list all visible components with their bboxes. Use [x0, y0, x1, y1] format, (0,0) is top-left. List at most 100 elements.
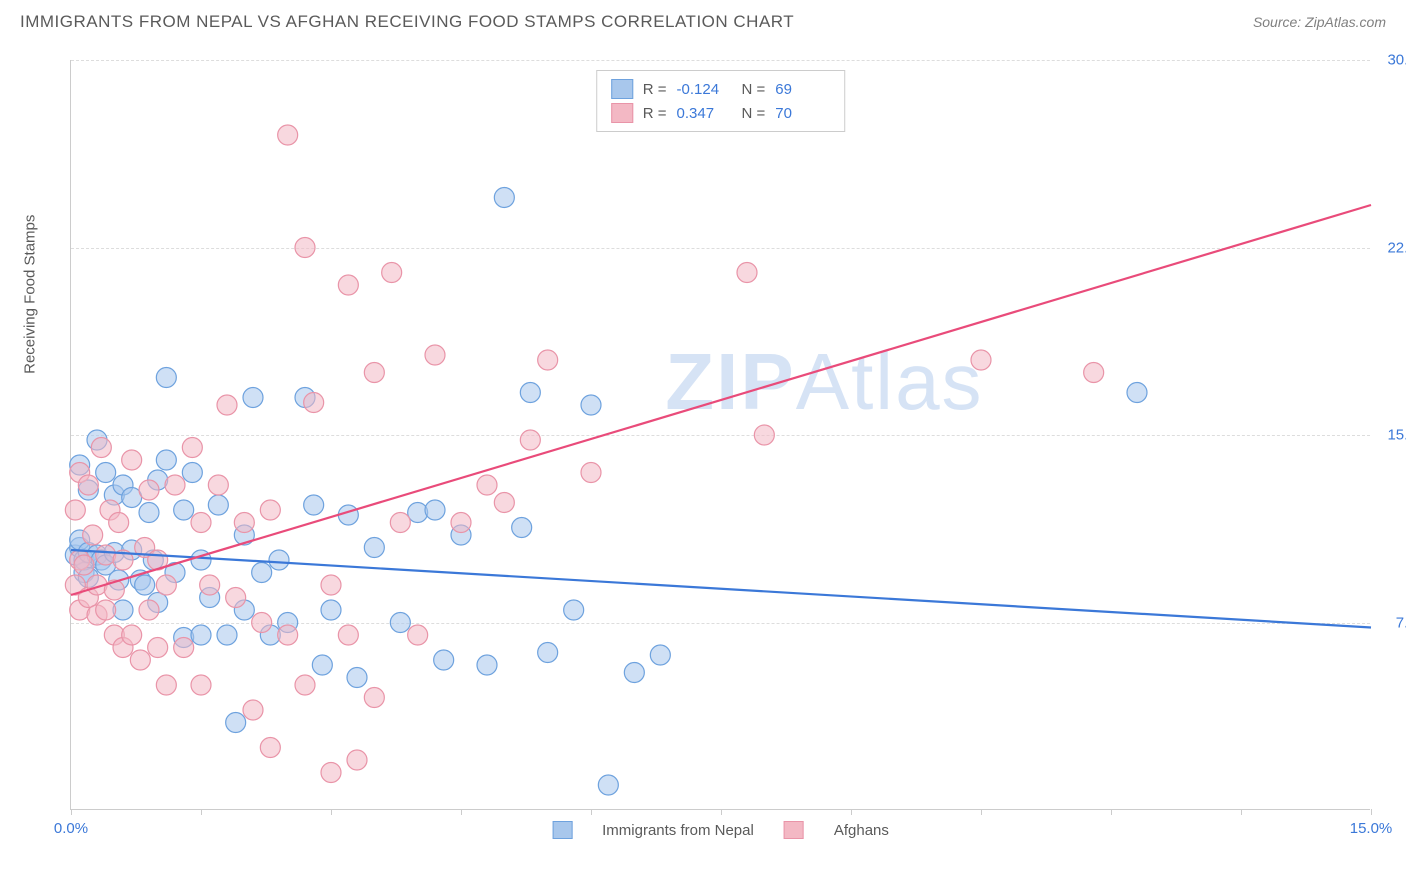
data-point [96, 600, 116, 620]
legend-row: R = 0.347 N = 70 [611, 101, 831, 125]
data-point [321, 575, 341, 595]
data-point [156, 450, 176, 470]
data-point [312, 655, 332, 675]
data-point [156, 575, 176, 595]
data-point [304, 393, 324, 413]
data-point [200, 575, 220, 595]
data-point [208, 475, 228, 495]
regression-line [71, 205, 1371, 595]
data-point [109, 513, 129, 533]
data-point [252, 563, 272, 583]
x-tick-label: 0.0% [54, 820, 88, 837]
x-tick [1371, 809, 1372, 815]
data-point [278, 625, 298, 645]
data-point [538, 643, 558, 663]
data-point [269, 550, 289, 570]
data-point [321, 600, 341, 620]
y-axis-label: Receiving Food Stamps [22, 215, 39, 374]
data-point [564, 600, 584, 620]
data-point [156, 675, 176, 695]
data-point [130, 650, 150, 670]
data-point [477, 655, 497, 675]
data-point [408, 503, 428, 523]
correlation-legend: R = -0.124 N = 69 R = 0.347 N = 70 [596, 70, 846, 132]
data-point [234, 513, 254, 533]
data-point [520, 383, 540, 403]
x-tick [981, 809, 982, 815]
data-point [477, 475, 497, 495]
data-point [494, 493, 514, 513]
data-point [338, 275, 358, 295]
data-point [364, 538, 384, 558]
data-point [260, 738, 280, 758]
data-point [65, 500, 85, 520]
header: IMMIGRANTS FROM NEPAL VS AFGHAN RECEIVIN… [0, 0, 1406, 40]
legend-label: Immigrants from Nepal [602, 822, 754, 839]
data-point [278, 125, 298, 145]
legend-row: R = -0.124 N = 69 [611, 77, 831, 101]
data-point [191, 675, 211, 695]
data-point [382, 263, 402, 283]
data-point [148, 638, 168, 658]
data-point [1084, 363, 1104, 383]
data-point [165, 475, 185, 495]
data-point [425, 345, 445, 365]
data-point [182, 438, 202, 458]
legend-label: Afghans [834, 822, 889, 839]
data-point [434, 650, 454, 670]
data-point [122, 625, 142, 645]
data-point [451, 513, 471, 533]
data-point [139, 600, 159, 620]
x-tick [1111, 809, 1112, 815]
x-tick [461, 809, 462, 815]
data-point [347, 668, 367, 688]
series-legend: Immigrants from Nepal Afghans [552, 821, 889, 839]
data-point [971, 350, 991, 370]
data-point [191, 513, 211, 533]
data-point [737, 263, 757, 283]
data-point [139, 503, 159, 523]
data-point [78, 475, 98, 495]
swatch-icon [611, 103, 633, 123]
y-tick-label: 7.5% [1396, 614, 1406, 631]
data-point [364, 363, 384, 383]
data-point [650, 645, 670, 665]
plot-area: ZIPAtlas R = -0.124 N = 69 R = 0.347 N =… [70, 60, 1370, 810]
data-point [243, 388, 263, 408]
data-point [390, 513, 410, 533]
data-point [96, 463, 116, 483]
data-point [364, 688, 384, 708]
data-point [754, 425, 774, 445]
data-point [581, 463, 601, 483]
chart-container: Receiving Food Stamps ZIPAtlas R = -0.12… [50, 50, 1390, 840]
data-point [520, 430, 540, 450]
source-attribution: Source: ZipAtlas.com [1253, 14, 1386, 30]
data-point [191, 625, 211, 645]
data-point [538, 350, 558, 370]
data-point [581, 395, 601, 415]
data-point [135, 575, 155, 595]
x-tick-label: 15.0% [1350, 820, 1393, 837]
data-point [243, 700, 263, 720]
data-point [252, 613, 272, 633]
data-point [408, 625, 428, 645]
data-point [321, 763, 341, 783]
chart-title: IMMIGRANTS FROM NEPAL VS AFGHAN RECEIVIN… [20, 12, 794, 32]
data-point [304, 495, 324, 515]
data-point [512, 518, 532, 538]
scatter-plot-svg [71, 60, 1370, 809]
x-tick [591, 809, 592, 815]
data-point [74, 555, 94, 575]
data-point [217, 625, 237, 645]
y-tick-label: 30.0% [1387, 52, 1406, 69]
y-tick-label: 22.5% [1387, 239, 1406, 256]
data-point [295, 238, 315, 258]
data-point [91, 438, 111, 458]
data-point [122, 450, 142, 470]
data-point [1127, 383, 1147, 403]
data-point [598, 775, 618, 795]
swatch-icon [552, 821, 572, 839]
y-tick-label: 15.0% [1387, 427, 1406, 444]
x-tick [721, 809, 722, 815]
data-point [217, 395, 237, 415]
